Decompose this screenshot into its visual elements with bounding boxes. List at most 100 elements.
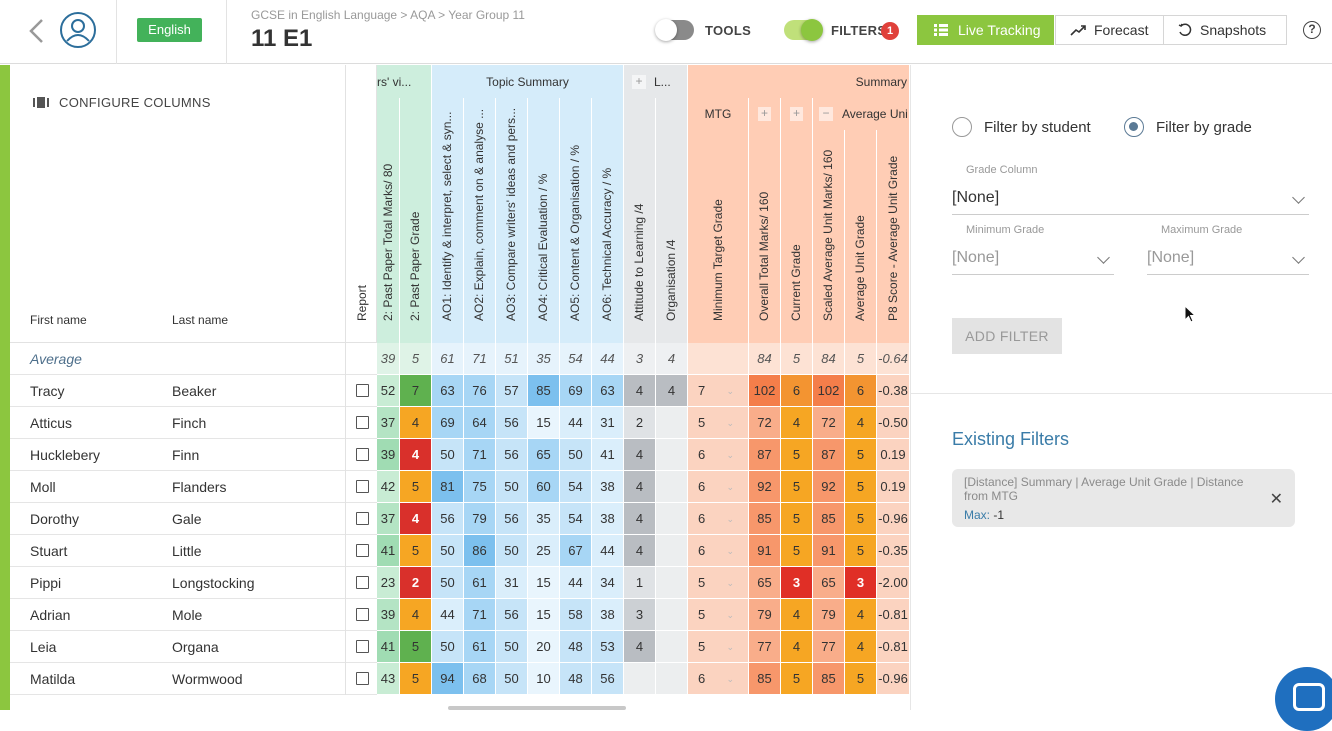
min-grade-select[interactable]: [None]	[952, 245, 1114, 275]
configure-columns-button[interactable]: CONFIGURE COLUMNS	[33, 95, 211, 110]
column-header[interactable]: Attitude to Learning /4	[624, 98, 656, 343]
grid-cell[interactable]: 5 ⌄	[688, 599, 749, 631]
avatar[interactable]	[60, 12, 96, 48]
column-header[interactable]: Average Unit Grade	[845, 130, 877, 343]
expand-subgroup-btn[interactable]: +	[790, 107, 803, 121]
column-header[interactable]: Scaled Average Unit Marks/ 160	[813, 130, 845, 343]
table-row[interactable]: Hucklebery Finn	[10, 439, 377, 471]
first-name[interactable]: Leia	[30, 639, 57, 655]
table-row[interactable]: Pippi Longstocking	[10, 567, 377, 599]
first-name[interactable]: Dorothy	[30, 511, 80, 527]
report-icon[interactable]	[356, 416, 369, 429]
table-row[interactable]: Tracy Beaker	[10, 375, 377, 407]
table-row[interactable]: Leia Organa	[10, 631, 377, 663]
column-group-header[interactable]: Topic Summary	[432, 65, 624, 98]
last-name[interactable]: Flanders	[172, 479, 227, 495]
forecast-button[interactable]: Forecast	[1055, 15, 1164, 45]
grid-cell[interactable]: 6 ⌄	[688, 503, 749, 535]
snapshots-button[interactable]: Snapshots	[1163, 15, 1287, 45]
filters-toggle[interactable]	[784, 19, 823, 41]
table-row[interactable]: Dorothy Gale	[10, 503, 377, 535]
report-icon[interactable]	[356, 576, 369, 589]
expand-group-icon[interactable]: +	[632, 74, 646, 89]
grid-cell[interactable]: 6 ⌄	[688, 535, 749, 567]
filter-by-student-radio[interactable]: Filter by student	[952, 117, 1091, 137]
report-icon[interactable]	[356, 672, 369, 685]
grid-cell[interactable]: 5 ⌄	[688, 407, 749, 439]
grid-cell[interactable]: 6 ⌄	[688, 439, 749, 471]
language-badge[interactable]: English	[137, 18, 202, 42]
column-header[interactable]: Overall Total Marks/ 160	[749, 130, 781, 343]
column-header[interactable]: P8 Score - Average Unit Grade	[877, 130, 910, 343]
breadcrumb[interactable]: GCSE in English Language > AQA > Year Gr…	[251, 8, 525, 22]
column-header[interactable]: 2: Past Paper Total Marks/ 80	[377, 98, 400, 343]
last-name[interactable]: Organa	[172, 639, 219, 655]
first-name[interactable]: Atticus	[30, 415, 73, 431]
expand-subgroup[interactable]: +	[749, 98, 781, 130]
last-name[interactable]: Mole	[172, 607, 203, 623]
table-row[interactable]: Moll Flanders	[10, 471, 377, 503]
report-icon[interactable]	[356, 448, 369, 461]
back-chevron-icon[interactable]	[26, 17, 48, 45]
table-row[interactable]: Matilda Wormwood	[10, 663, 377, 695]
grid-cell[interactable]: 5 ⌄	[688, 567, 749, 599]
table-row[interactable]: Stuart Little	[10, 535, 377, 567]
report-icon[interactable]	[356, 608, 369, 621]
filter-by-grade-radio[interactable]: Filter by grade	[1124, 117, 1252, 137]
last-name[interactable]: Beaker	[172, 383, 217, 399]
last-name[interactable]: Gale	[172, 511, 202, 527]
report-icon[interactable]	[356, 640, 369, 653]
column-header[interactable]: AO4: Critical Evaluation / %	[528, 98, 560, 343]
grid-cell[interactable]: 6 ⌄	[688, 663, 749, 695]
first-name[interactable]: Moll	[30, 479, 56, 495]
expand-subgroup-btn[interactable]: +	[758, 107, 771, 121]
average-unit-subgroup[interactable]: − Average Uni	[813, 98, 910, 130]
add-filter-button[interactable]: ADD FILTER	[952, 318, 1062, 354]
column-header[interactable]: Minimum Target Grade	[688, 130, 749, 343]
tools-toggle[interactable]	[655, 19, 694, 41]
report-icon[interactable]	[356, 544, 369, 557]
table-row[interactable]: Adrian Mole	[10, 599, 377, 631]
column-header[interactable]: 2: Past Paper Grade	[400, 98, 432, 343]
column-group-header[interactable]: Summary	[688, 65, 910, 98]
chat-bubble-icon[interactable]	[1275, 667, 1332, 731]
help-icon[interactable]: ?	[1303, 21, 1321, 39]
column-header[interactable]: AO5: Content & Organisation / %	[560, 98, 592, 343]
column-group-header[interactable]: + L...	[624, 65, 688, 98]
last-name[interactable]: Wormwood	[172, 671, 243, 687]
first-name[interactable]: Stuart	[30, 543, 68, 559]
last-name[interactable]: Finch	[172, 415, 207, 431]
first-name[interactable]: Adrian	[30, 607, 71, 623]
horizontal-scrollbar[interactable]	[448, 706, 626, 710]
grid-cell[interactable]: 7 ⌄	[688, 375, 749, 407]
report-icon[interactable]	[356, 512, 369, 525]
column-group-header[interactable]: rs' vi...	[377, 65, 432, 98]
report-icon[interactable]	[356, 384, 369, 397]
column-header[interactable]: AO2: Explain, comment on & analyse ...	[464, 98, 496, 343]
column-header[interactable]: AO6: Technical Accuracy / %	[592, 98, 624, 343]
report-icon[interactable]	[356, 480, 369, 493]
first-name[interactable]: Tracy	[30, 383, 65, 399]
expand-subgroup[interactable]: +	[781, 98, 813, 130]
grid-cell[interactable]: 6 ⌄	[688, 471, 749, 503]
first-name-header[interactable]: First name	[30, 313, 87, 327]
column-header[interactable]: Current Grade	[781, 130, 813, 343]
last-name[interactable]: Little	[172, 543, 202, 559]
column-header[interactable]: AO3: Compare writers' ideas and pers...	[496, 98, 528, 343]
radio-circle	[952, 117, 972, 137]
close-icon[interactable]: ✕	[1269, 491, 1283, 508]
column-header[interactable]: Organisation /4	[656, 98, 688, 343]
table-row[interactable]: Atticus Finch	[10, 407, 377, 439]
last-name[interactable]: Longstocking	[172, 575, 255, 591]
first-name[interactable]: Hucklebery	[30, 447, 101, 463]
collapse-subgroup-btn[interactable]: −	[819, 107, 833, 121]
live-tracking-button[interactable]: Live Tracking	[917, 15, 1054, 45]
last-name-header[interactable]: Last name	[172, 313, 229, 327]
grid-cell[interactable]: 5 ⌄	[688, 631, 749, 663]
grade-column-select[interactable]: [None]	[952, 185, 1309, 215]
last-name[interactable]: Finn	[172, 447, 200, 463]
column-header[interactable]: AO1: Identify & interpret, select & syn.…	[432, 98, 464, 343]
first-name[interactable]: Pippi	[30, 575, 62, 591]
max-grade-select[interactable]: [None]	[1147, 245, 1309, 275]
first-name[interactable]: Matilda	[30, 671, 76, 687]
